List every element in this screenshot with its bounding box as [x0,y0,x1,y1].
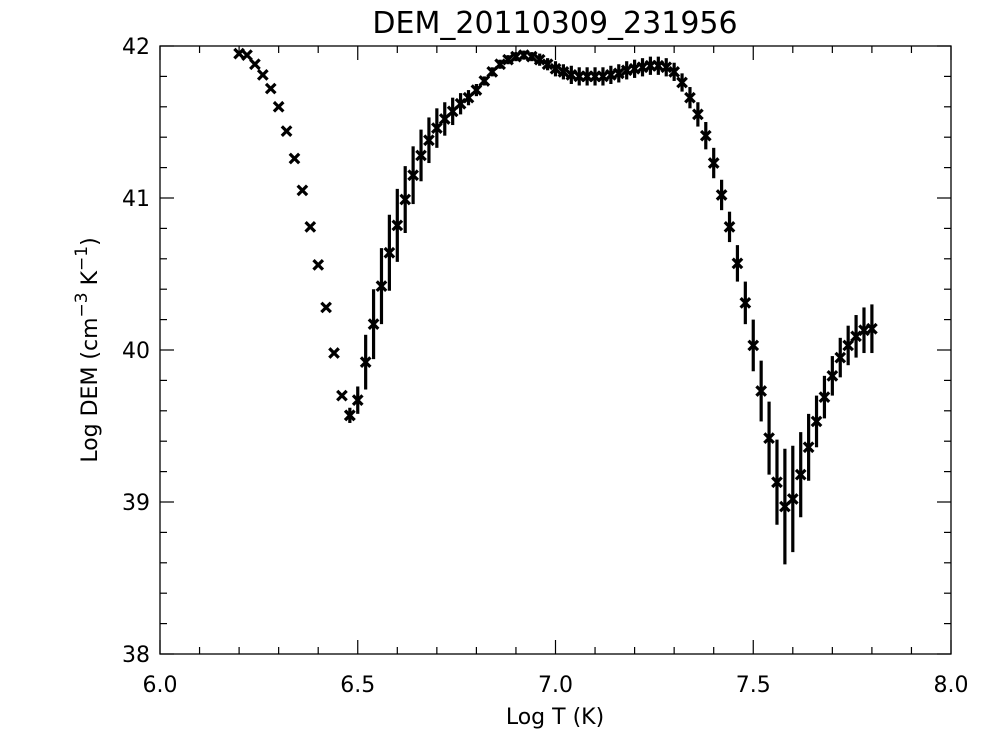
data-point-marker [312,259,325,271]
data-point-marker [478,75,491,87]
axis-ticks [159,45,952,655]
data-point-marker [280,125,293,137]
data-point-marker [359,356,372,369]
data-point-marker [755,385,768,397]
tick-labels: 6.0 6.5 7.0 7.5 8.0 38 39 40 41 42 [122,35,969,698]
data-point-marker [486,65,499,78]
x-tick-label: 8.0 [934,673,969,698]
data-point-marker [818,391,831,403]
y-tick-label: 42 [122,35,150,60]
data-point-marker [866,322,878,335]
data-point-marker [676,76,688,89]
data-point-marker [723,221,736,233]
data-point-marker [343,409,356,422]
error-bars [348,50,874,565]
y-axis-label-prefix: Log DEM (cm [78,317,103,462]
x-tick-label: 6.5 [340,673,375,698]
data-point-marker [731,257,744,270]
data-point-marker [533,53,546,66]
data-point-marker [589,70,601,83]
data-point-marker [834,351,847,364]
data-point-marker [423,134,435,147]
x-tick-label: 7.0 [538,673,573,698]
data-point-marker [494,58,506,71]
data-point-marker [438,113,451,125]
data-point-marker [470,84,483,96]
data-point-marker [747,339,760,352]
data-point-marker [415,149,427,162]
chart-title: DEM_20110309_231956 [372,6,737,41]
data-point-marker [375,280,388,293]
data-markers [233,47,878,513]
data-point-marker [296,184,309,197]
y-axis-label-unit: K [78,270,103,292]
y-tick-label: 41 [122,187,150,212]
data-point-marker [692,108,704,121]
data-point-marker [715,189,728,201]
data-point-marker [802,441,815,454]
data-point-marker [699,129,712,142]
y-axis-label-suffix: ) [78,237,103,246]
data-point-marker [779,500,791,513]
y-axis-label: Log DEM (cm−3 K−1) [72,237,103,462]
data-point-marker [328,347,340,359]
y-tick-label: 40 [122,339,150,364]
data-point-marker [351,394,364,407]
data-point-marker [763,432,775,445]
data-point-marker [304,221,317,233]
data-point-marker [612,67,625,80]
data-point-marker [264,82,277,95]
data-point-marker [684,91,696,104]
data-point-marker [549,62,562,75]
data-point-marker [557,65,570,78]
data-point-marker [462,91,475,104]
data-point-marker [668,65,681,78]
x-tick-label: 7.5 [736,673,771,698]
data-point-marker [391,219,404,232]
x-tick-label: 6.0 [143,673,178,698]
x-axis-label: Log T (K) [506,705,604,730]
data-point-marker [573,70,586,83]
data-point-marker [644,59,657,72]
data-point-marker [581,70,594,83]
y-axis-label-exponent-1: −3 [72,292,92,317]
data-point-marker [660,61,673,74]
data-point-marker [794,468,807,481]
data-point-marker [502,53,514,66]
data-point-marker [320,301,332,314]
data-point-marker [383,246,396,259]
data-point-marker [336,389,348,402]
data-point-marker [810,415,823,428]
data-point-marker [241,49,253,61]
data-point-marker [256,69,269,81]
data-point-marker [786,493,799,505]
data-point-marker [525,50,538,63]
data-point-marker [367,318,380,331]
data-point-marker [272,100,285,113]
data-point-marker [407,169,419,182]
data-point-marker [771,476,783,489]
data-point-marker [842,339,855,352]
data-point-marker [826,369,839,382]
y-tick-label: 39 [122,491,150,516]
data-point-marker [541,58,554,71]
data-point-marker [707,157,720,169]
data-point-marker [739,297,752,309]
data-point-marker [430,122,443,134]
data-point-marker [288,152,301,165]
y-axis-label-exponent-2: −1 [72,246,92,271]
data-point-marker [399,193,412,206]
data-point-marker [249,58,261,71]
plot-frame [159,45,952,655]
data-point-marker [446,105,459,118]
y-tick-label: 38 [122,643,150,668]
